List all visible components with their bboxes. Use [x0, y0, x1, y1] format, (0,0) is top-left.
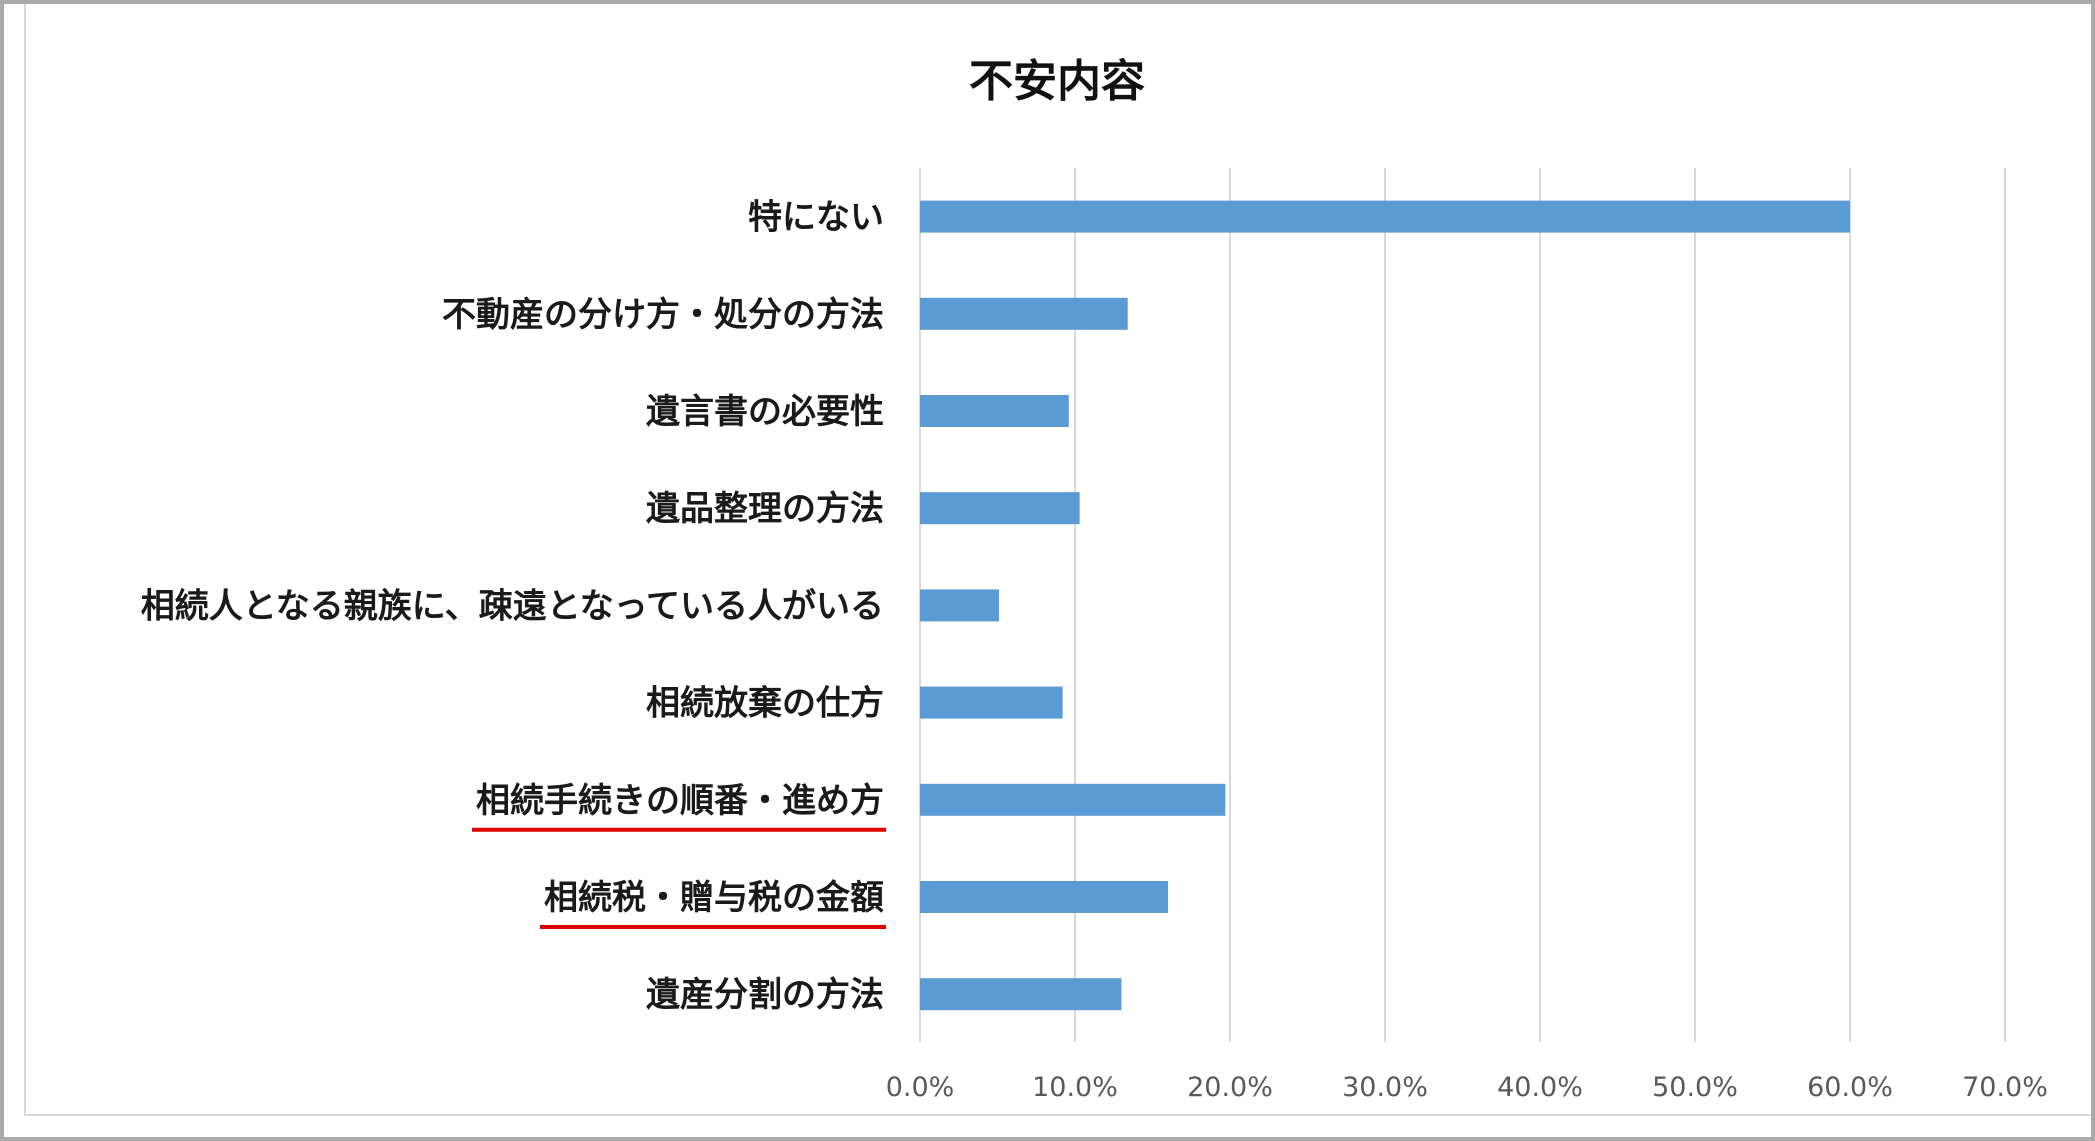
category-label: 不動産の分け方・処分の方法 — [442, 295, 884, 335]
x-tick-label: 60.0% — [1807, 1072, 1893, 1103]
category-label: 相続人となる親族に、疎遠となっている人がいる — [141, 586, 884, 626]
bar — [920, 492, 1080, 525]
x-tick-label: 50.0% — [1652, 1072, 1738, 1103]
category-label: 遺産分割の方法 — [646, 975, 884, 1015]
category-label: 遺品整理の方法 — [646, 489, 884, 529]
bar — [920, 297, 1128, 330]
x-tick-label: 70.0% — [1962, 1072, 2048, 1103]
bar — [920, 881, 1168, 913]
bar — [920, 589, 1000, 622]
x-tick-label: 20.0% — [1187, 1072, 1273, 1103]
category-label: 遺言書の必要性 — [646, 392, 884, 432]
x-tick-label: 0.0% — [886, 1072, 955, 1103]
frame-inner-bottom-line — [24, 1114, 2091, 1116]
category-label: 相続手続きの順番・進め方 — [476, 781, 884, 821]
bar — [920, 395, 1069, 427]
bar — [920, 200, 1850, 233]
frame-inner-left-line — [24, 4, 26, 1116]
chart-title: 不安内容 — [969, 56, 1145, 107]
bar — [920, 978, 1122, 1011]
x-tick-labels: 0.0% 10.0% 20.0% 30.0% 40.0% 50.0% 60.0% 70.0% — [886, 1072, 2048, 1103]
x-tick-label: 30.0% — [1342, 1072, 1428, 1103]
category-labels: 特にない不動産の分け方・処分の方法遺言書の必要性遺品整理の方法相続人となる親族に… — [141, 198, 886, 1015]
category-label: 相続税・贈与税の金額 — [544, 878, 884, 918]
x-tick-label: 40.0% — [1497, 1072, 1583, 1103]
bar — [920, 783, 1226, 816]
bars — [920, 200, 1850, 1011]
x-tick-label: 10.0% — [1032, 1072, 1118, 1103]
category-label: 相続放棄の仕方 — [646, 684, 884, 724]
category-label: 特にない — [748, 198, 884, 238]
bar — [920, 686, 1063, 719]
